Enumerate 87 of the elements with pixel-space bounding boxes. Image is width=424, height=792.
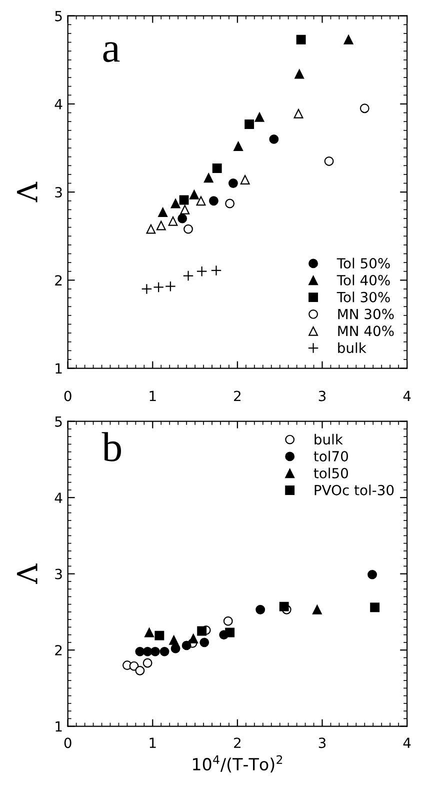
legend-label: Tol 40% — [336, 274, 390, 286]
point — [158, 208, 168, 218]
point — [165, 280, 176, 292]
point — [146, 224, 156, 234]
point — [184, 224, 193, 234]
point — [312, 604, 322, 614]
point — [156, 220, 166, 230]
legend-label: tol50 — [314, 468, 348, 478]
y-axis-title: Λ — [17, 182, 38, 202]
point — [200, 638, 210, 648]
point — [225, 198, 235, 208]
y-tick-label: 1 — [56, 721, 62, 732]
point — [294, 69, 304, 79]
x-tick-label: 4 — [403, 738, 411, 748]
point — [269, 134, 279, 144]
point — [294, 108, 304, 118]
point — [169, 635, 179, 645]
point — [370, 602, 380, 612]
point — [256, 604, 266, 614]
y-tick-label: 5 — [55, 416, 62, 427]
y-tick-label: 2 — [55, 645, 62, 656]
point — [196, 196, 206, 206]
point — [141, 284, 152, 294]
x-tick-label: 0 — [64, 390, 72, 402]
x-tick-label: 1 — [150, 390, 156, 402]
y-tick-label: 1 — [56, 363, 62, 374]
annotation: b — [102, 432, 122, 462]
point — [196, 266, 208, 277]
y-tick-label: 4 — [54, 99, 62, 110]
legend-label: bulk — [314, 434, 343, 445]
x-tick-label: 3 — [318, 738, 326, 748]
y-tick-label: 5 — [55, 10, 62, 22]
point — [189, 190, 199, 200]
point — [153, 282, 164, 293]
y-axis-title: Λ — [17, 564, 38, 584]
point — [223, 616, 233, 626]
point — [210, 265, 222, 276]
point — [180, 204, 190, 214]
legend-label: Tol 50% — [336, 258, 390, 269]
legend-label: PVOc tol-30 — [314, 484, 394, 496]
point — [240, 175, 250, 184]
annotation: a — [103, 42, 120, 62]
point — [212, 164, 222, 173]
x-tick-label: 0 — [64, 738, 72, 748]
point — [142, 658, 152, 668]
point — [144, 628, 154, 638]
legend-label: MN 30% — [338, 308, 394, 320]
point — [170, 644, 180, 654]
point — [234, 142, 244, 151]
x-axis-title: 10$^{4}$/(T-To)$^{2}$ — [193, 755, 282, 772]
point — [279, 602, 289, 612]
x-tick-label: 2 — [234, 390, 240, 402]
point — [368, 570, 377, 580]
point — [254, 112, 264, 122]
point — [182, 640, 192, 650]
point — [154, 630, 164, 640]
point — [208, 196, 218, 206]
x-tick-label: 3 — [318, 390, 326, 402]
point — [179, 195, 189, 205]
point — [168, 216, 178, 226]
point — [197, 626, 207, 636]
point — [178, 214, 188, 224]
point — [150, 646, 160, 656]
legend-label: tol70 — [314, 450, 348, 462]
point — [160, 646, 170, 656]
y-tick-label: 2 — [55, 275, 62, 286]
point — [324, 156, 334, 166]
y-tick-label: 3 — [55, 568, 62, 580]
x-tick-label: 4 — [403, 390, 411, 402]
point — [225, 628, 235, 638]
y-tick-label: 3 — [55, 187, 62, 198]
point — [244, 119, 254, 129]
point — [360, 104, 370, 114]
point — [204, 173, 214, 183]
point — [344, 34, 354, 44]
legend-label: MN 40% — [338, 326, 394, 336]
y-tick-label: 4 — [54, 492, 62, 503]
legend-label: bulk — [338, 342, 366, 354]
point — [170, 198, 180, 208]
point — [228, 178, 238, 188]
point — [188, 634, 198, 644]
legend-label: Tol 30% — [336, 292, 390, 302]
point — [135, 666, 145, 676]
x-tick-label: 1 — [150, 738, 156, 748]
x-tick-label: 2 — [234, 738, 240, 748]
point — [182, 270, 194, 282]
point — [296, 34, 306, 44]
